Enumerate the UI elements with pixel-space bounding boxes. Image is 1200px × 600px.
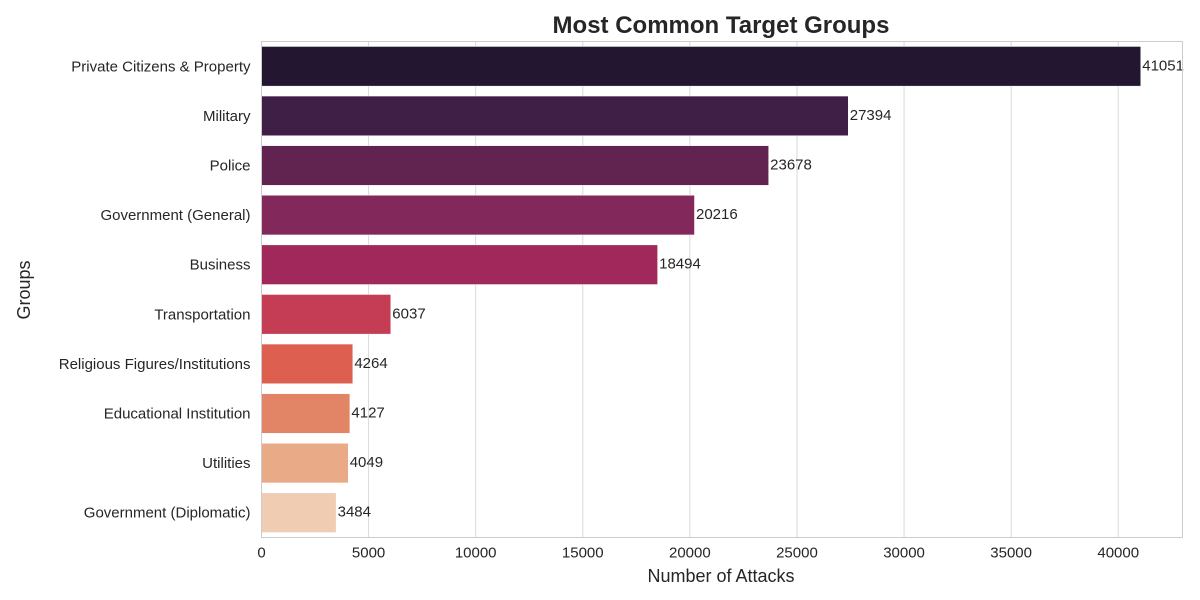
bar-value-label: 3484 [338, 504, 371, 521]
chart-title: Most Common Target Groups [553, 12, 890, 39]
y-tick-label: Religious Figures/Institutions [59, 356, 251, 373]
bars [261, 46, 1142, 533]
bar [261, 343, 354, 384]
bar [261, 46, 1142, 87]
bar [261, 195, 695, 236]
bar [261, 393, 351, 434]
x-tick-label: 0 [257, 545, 265, 562]
data-labels: 41051 27394 23678 20216 18494 6037 4264 4127 404… [338, 57, 1184, 520]
plot-frame [261, 41, 1183, 538]
x-tick-label: 40000 [1097, 545, 1139, 562]
bar-value-label: 4127 [351, 405, 384, 422]
bar-value-label: 41051 [1142, 57, 1184, 74]
y-axis-label: Groups [14, 260, 34, 319]
y-tick-label: Military [203, 108, 251, 125]
x-tick-label: 30000 [883, 545, 925, 562]
y-tick-label: Private Citizens & Property [71, 58, 251, 75]
y-tick-label: Government (General) [100, 207, 250, 224]
y-tick-label: Educational Institution [104, 406, 251, 423]
bar [261, 95, 849, 136]
bar-value-label: 18494 [659, 256, 701, 273]
bar [261, 492, 337, 533]
y-tick-label: Business [190, 257, 251, 274]
x-tick-label: 20000 [669, 545, 711, 562]
x-tick-label: 15000 [562, 545, 604, 562]
x-tick-label: 10000 [455, 545, 497, 562]
x-tick-label: 25000 [776, 545, 818, 562]
bar-value-label: 4264 [354, 355, 387, 372]
bar-value-label: 6037 [392, 305, 425, 322]
y-tick-label: Transportation [154, 306, 250, 323]
bar-value-label: 20216 [696, 206, 738, 223]
y-tick-labels: Private Citizens & Property Military Polic… [59, 58, 251, 521]
y-tick-label: Utilities [202, 455, 250, 472]
bar [261, 443, 349, 484]
y-tick-label: Government (Diplomatic) [84, 505, 251, 522]
bar-value-label: 4049 [350, 454, 383, 471]
y-tick-label: Police [210, 158, 251, 175]
bar [261, 244, 658, 285]
bar [261, 294, 392, 335]
x-tick-labels: 0 5000 10000 15000 20000 25000 30000 35000 40000 [257, 545, 1139, 562]
x-tick-label: 5000 [352, 545, 385, 562]
x-tick-label: 35000 [990, 545, 1032, 562]
bar-value-label: 27394 [850, 107, 892, 124]
x-axis-label: Number of Attacks [647, 566, 794, 586]
bar-value-label: 23678 [770, 157, 812, 174]
bar [261, 145, 769, 186]
